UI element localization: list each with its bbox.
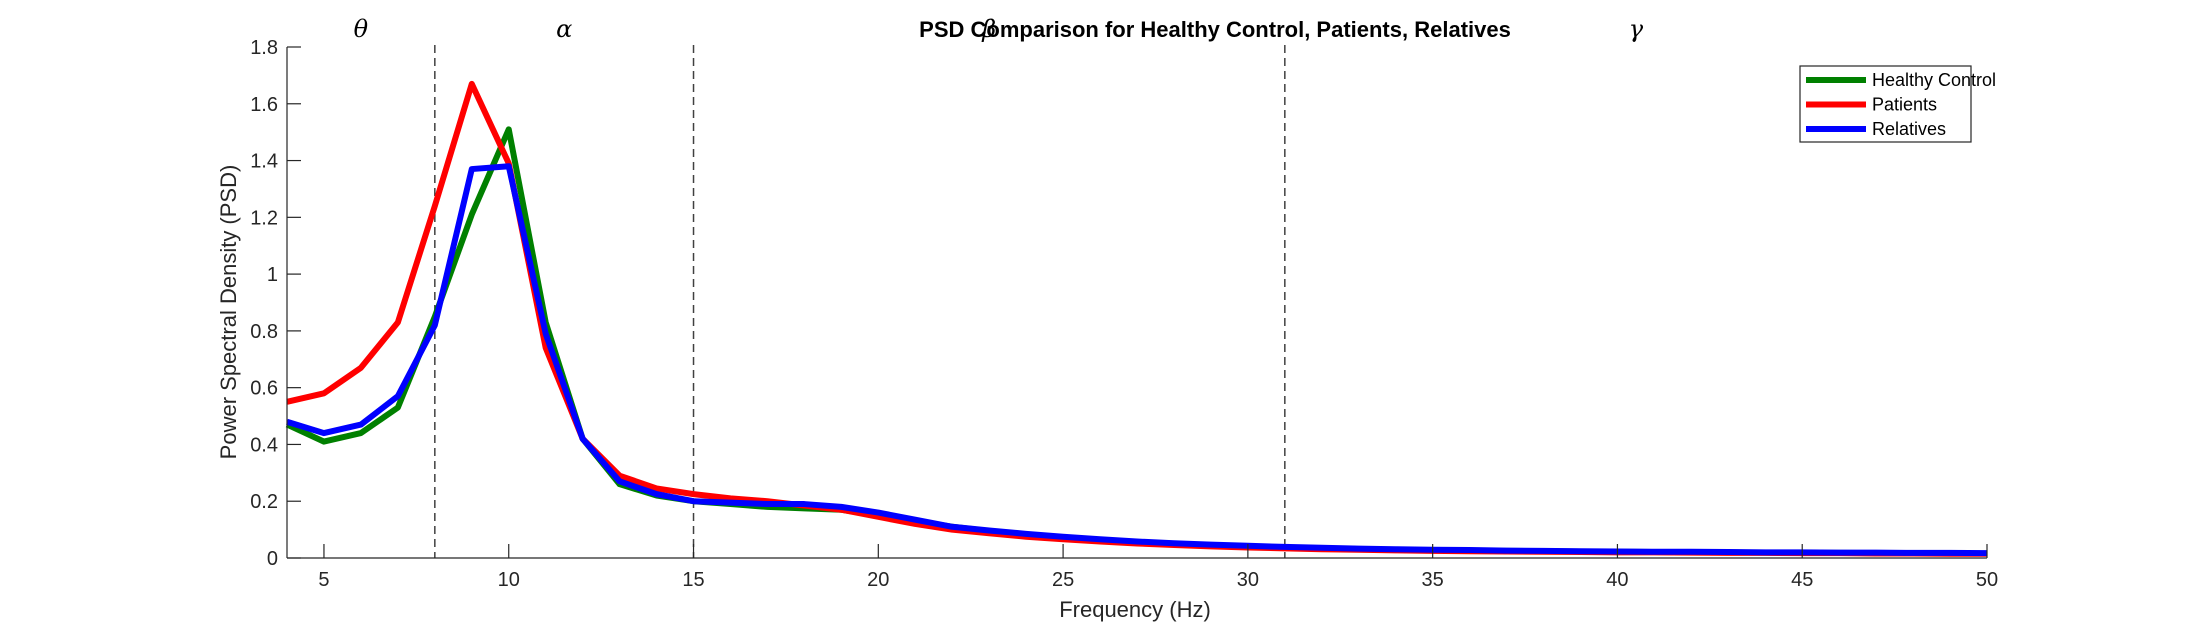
band-boundaries [434, 45, 1286, 558]
x-tick-label: 20 [867, 569, 889, 591]
x-tick-label: 50 [1976, 569, 1998, 591]
legend-label: Healthy Control [1872, 70, 1996, 90]
band-label-2: β [981, 15, 996, 43]
x-tick-label: 35 [1422, 569, 1444, 591]
x-tick-label: 30 [1237, 569, 1259, 591]
band-label-1: α [556, 15, 572, 43]
y-tick-label: 0 [267, 548, 278, 570]
y-tick-label: 0.8 [250, 321, 278, 343]
y-tick-label: 0.2 [250, 491, 278, 513]
y-tick-label: 1.6 [250, 94, 278, 116]
legend-label: Relatives [1872, 119, 1946, 139]
y-tick-label: 1.4 [250, 151, 278, 173]
x-tick-label: 40 [1606, 569, 1628, 591]
x-tick-label: 15 [682, 569, 704, 591]
band-label-3: γ [1629, 15, 1644, 43]
y-tick-label: 1.2 [250, 207, 278, 229]
chart-title: PSD Comparison for Healthy Control, Pati… [919, 17, 1511, 42]
x-tick-label: 10 [498, 569, 520, 591]
series-line-relatives [286, 163, 1988, 557]
y-tick-label: 1.8 [250, 37, 278, 59]
y-tick-label: 1 [267, 264, 278, 286]
y-axis-title: Power Spectral Density (PSD) [216, 165, 241, 460]
legend-label: Patients [1872, 95, 1937, 115]
y-tick-label: 0.6 [250, 378, 278, 400]
x-tick-label: 45 [1791, 569, 1813, 591]
y-tick-label: 0.4 [250, 434, 278, 456]
band-label-0: θ [354, 15, 369, 43]
legend: Healthy Control Patients Relatives [1799, 65, 1996, 143]
x-tick-label: 5 [318, 569, 329, 591]
x-tick-label: 25 [1052, 569, 1074, 591]
series-lines [285, 80, 1988, 557]
axes: 0 0.2 0.4 0.6 0.8 1 1.2 1.4 1.6 1.8 5 10 15 20 25 30 35 4… [250, 37, 1998, 591]
x-axis-title: Frequency (Hz) [1059, 597, 1211, 622]
